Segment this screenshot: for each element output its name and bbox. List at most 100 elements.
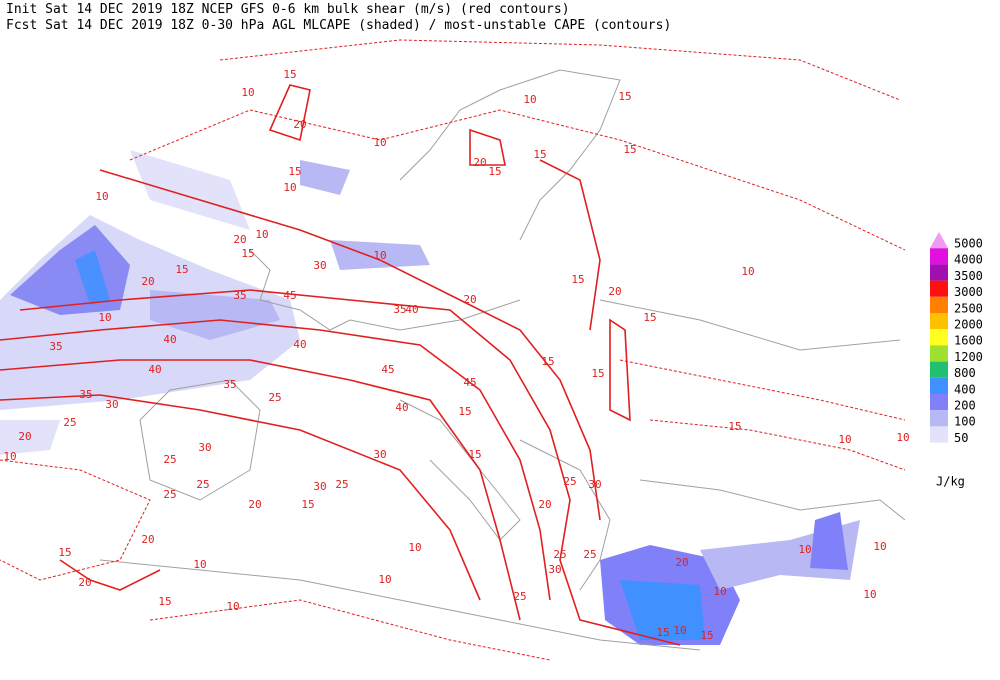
contour-label: 15 [618,90,631,103]
contour-label: 15 [571,273,584,286]
legend-label: 3500 [954,269,983,283]
contour-label: 20 [538,498,551,511]
contour-label: 25 [63,416,76,429]
contour-label: 15 [591,367,604,380]
header-line: Init Sat 14 DEC 2019 18Z NCEP GFS 0-6 km… [6,2,570,17]
legend-swatch [930,426,948,443]
contour-label: 15 [468,448,481,461]
legend-label: 4000 [954,253,983,267]
legend-label: 400 [954,382,976,396]
contour-label: 10 [673,624,686,637]
legend-swatch [930,361,948,378]
contour-label: 10 [241,86,254,99]
contour-label: 20 [18,430,31,443]
contour-label: 10 [283,181,296,194]
contour-label: 15 [533,148,546,161]
contour-label: 10 [798,543,811,556]
contour-label: 10 [255,228,268,241]
contour-label: 40 [395,401,408,414]
contour-label: 25 [583,548,596,561]
legend-label: 1600 [954,334,983,348]
contour-label: 15 [158,595,171,608]
legend-swatch [930,296,948,313]
contour-label: 15 [288,165,301,178]
contour-label: 45 [463,376,476,389]
contour-label: 15 [301,498,314,511]
contour-label: 10 [373,249,386,262]
contour-label: 10 [408,541,421,554]
legend-label: 800 [954,366,976,380]
contour-label: 25 [553,548,566,561]
contour-label: 20 [141,533,154,546]
contour-label: 15 [458,405,471,418]
legend-swatch [930,280,948,297]
contour-label: 40 [163,333,176,346]
legend-label: 2500 [954,301,983,315]
contour-label: 20 [293,118,306,131]
coastlines [99,69,906,651]
legend: 5000 4000 3500 3000 2500 2000 1600 1200 800 400 20… [930,232,983,489]
contour-label: 40 [148,363,161,376]
legend-swatch [930,394,948,411]
contour-label: 25 [196,478,209,491]
contour-label: 35 [49,340,62,353]
contour-label: 15 [541,355,554,368]
contour-label: 25 [268,391,281,404]
contour-label: 20 [141,275,154,288]
contour-label: 25 [163,488,176,501]
legend-swatch [930,264,948,281]
contour-label: 35 [79,388,92,401]
contour-label: 15 [241,247,254,260]
contour-label: 15 [58,546,71,559]
legend-swatch [930,410,948,427]
contour-label: 30 [198,441,211,454]
legend-swatch [930,232,948,248]
legend-label: 2000 [954,318,983,332]
legend-label: 50 [954,431,968,445]
contour-label: 30 [373,448,386,461]
contour-label: 10 [378,573,391,586]
legend-label: 1200 [954,350,983,364]
contour-label: 10 [95,190,108,203]
contour-label: 35 [393,303,406,316]
cape-shading [0,150,860,645]
contour-label: 10 [226,600,239,613]
legend-label: 200 [954,399,976,413]
contour-label: 30 [313,259,326,272]
contour-label: 25 [335,478,348,491]
contour-label: 10 [98,311,111,324]
contour-label: 30 [548,563,561,576]
contour-label: 20 [248,498,261,511]
contour-label: 15 [728,420,741,433]
contour-label: 10 [863,588,876,601]
contour-label: 15 [656,626,669,639]
contour-label: 15 [283,68,296,81]
contour-label: 20 [233,233,246,246]
contour-label: 45 [381,363,394,376]
contour-label: 15 [700,629,713,642]
contour-label: 10 [713,585,726,598]
shear-contours [0,39,906,661]
contour-label: 30 [313,480,326,493]
contour-label: 30 [588,478,601,491]
contour-label: 10 [896,431,909,444]
contour-label: 35 [233,289,246,302]
contour-label: 15 [623,143,636,156]
contour-label: 25 [513,590,526,603]
contour-label: 15 [488,165,501,178]
contour-label: 20 [78,576,91,589]
legend-label: 5000 [954,237,983,251]
legend-label: 100 [954,415,976,429]
legend-swatch [930,345,948,362]
contour-label: 25 [163,453,176,466]
contour-label: 30 [105,398,118,411]
contour-label: 20 [463,293,476,306]
contour-label: 10 [873,540,886,553]
header-line: Fcst Sat 14 DEC 2019 18Z 0-30 hPa AGL ML… [6,18,671,33]
contour-label: 20 [675,556,688,569]
contour-label: 10 [741,265,754,278]
contour-label: 10 [193,558,206,571]
contour-label: 20 [473,156,486,169]
